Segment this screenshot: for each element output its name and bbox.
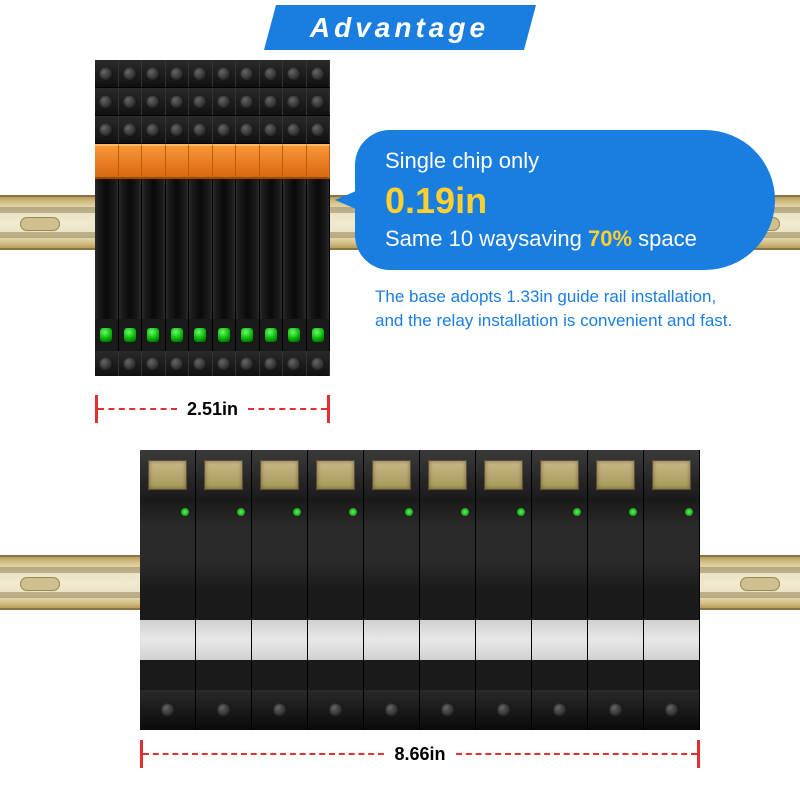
relay-unit (364, 450, 420, 730)
led-row (95, 319, 330, 351)
compact-width-dimension: 2.51in (95, 395, 330, 423)
sub-description: The base adopts 1.33in guide rail instal… (375, 285, 775, 333)
rail-hole (20, 577, 60, 591)
orange-clip-row (95, 144, 330, 179)
terminal-rows (95, 60, 330, 144)
callout-highlight: 0.19in (385, 180, 745, 222)
compact-relay-module (95, 60, 330, 390)
relay-body (95, 179, 330, 319)
title-banner: Advantage (264, 5, 536, 50)
terminal-row (95, 116, 330, 144)
relay-unit (476, 450, 532, 730)
title-text: Advantage (310, 12, 489, 44)
relay-unit (644, 450, 700, 730)
rail-hole (740, 577, 780, 591)
large-relay-module (140, 450, 700, 730)
rail-hole (20, 217, 60, 231)
terminal-row (95, 60, 330, 88)
terminal-row (95, 88, 330, 116)
info-callout: Single chip only 0.19in Same 10 waysavin… (355, 130, 775, 270)
callout-line1: Single chip only (385, 148, 745, 174)
bottom-terminals (95, 351, 330, 376)
relay-unit (140, 450, 196, 730)
dimension-label: 8.66in (384, 744, 455, 765)
callout-line2: Same 10 waysaving 70% space (385, 226, 745, 252)
relay-unit (196, 450, 252, 730)
dimension-label: 2.51in (177, 399, 248, 420)
relay-unit (588, 450, 644, 730)
relay-unit (532, 450, 588, 730)
relay-unit (252, 450, 308, 730)
large-width-dimension: 8.66in (140, 740, 700, 768)
relay-unit (420, 450, 476, 730)
relay-unit (308, 450, 364, 730)
